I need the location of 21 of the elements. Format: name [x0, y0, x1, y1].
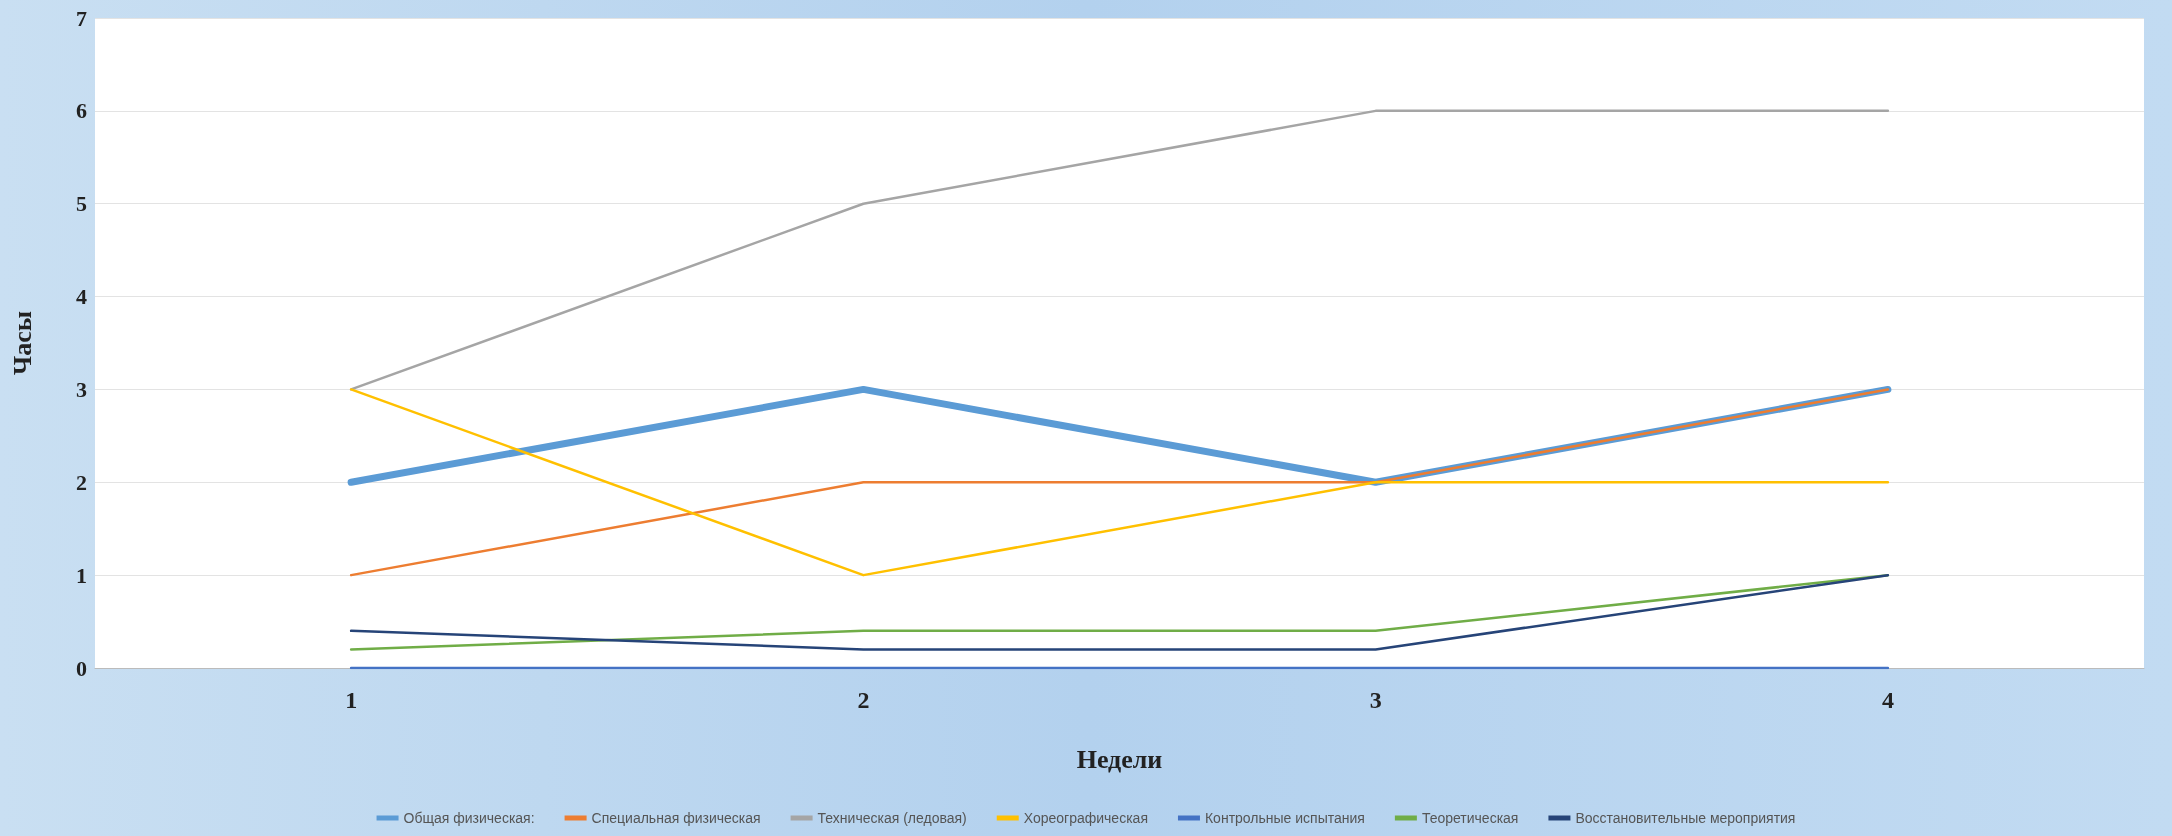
- y-tick-label: 3: [76, 376, 87, 402]
- x-axis-title: Недели: [1076, 744, 1163, 774]
- y-tick-label: 0: [76, 655, 87, 681]
- y-axis-title: Часы: [7, 311, 37, 375]
- legend-label: Контрольные испытания: [1204, 810, 1365, 826]
- x-tick-label: 4: [1881, 687, 1894, 713]
- legend-label: Теоретическая: [1421, 810, 1519, 826]
- x-tick-label: 1: [345, 687, 358, 713]
- legend-label: Восстановительные мероприятия: [1575, 810, 1796, 826]
- y-tick-label: 6: [76, 98, 87, 124]
- legend-label: Общая физическая:: [403, 810, 535, 826]
- y-tick-label: 2: [76, 469, 87, 495]
- x-tick-label: 2: [857, 687, 870, 713]
- y-tick-label: 4: [76, 284, 87, 310]
- y-tick-label: 1: [76, 562, 87, 588]
- y-tick-label: 5: [76, 191, 87, 217]
- legend-label: Специальная физическая: [591, 810, 761, 826]
- x-tick-label: 3: [1369, 687, 1382, 713]
- legend-label: Хореографическая: [1023, 810, 1148, 826]
- legend-label: Техническая (ледовая): [817, 810, 967, 826]
- y-tick-label: 7: [76, 5, 87, 31]
